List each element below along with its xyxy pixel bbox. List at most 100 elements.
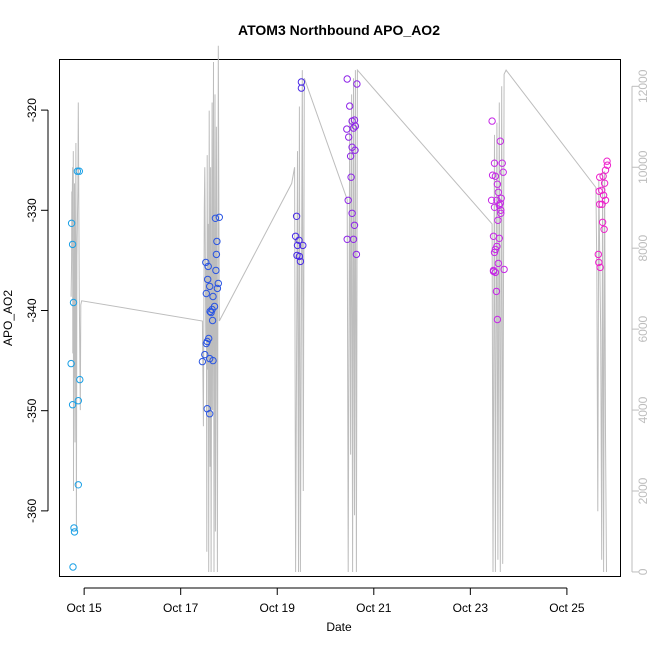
data-point bbox=[343, 125, 351, 133]
data-point bbox=[206, 282, 214, 291]
data-point bbox=[493, 180, 502, 188]
data-point bbox=[598, 218, 607, 227]
data-point bbox=[596, 263, 604, 272]
data-point bbox=[213, 284, 222, 293]
data-point bbox=[346, 152, 355, 160]
data-point bbox=[212, 250, 221, 259]
x-tick-label: Oct 21 bbox=[356, 601, 392, 615]
y-axis-label: APO_AO2 bbox=[1, 290, 15, 346]
plot-area bbox=[59, 59, 621, 577]
data-point bbox=[490, 159, 499, 167]
data-point bbox=[295, 236, 303, 245]
data-point bbox=[202, 258, 210, 267]
data-point bbox=[599, 172, 607, 180]
x-axis: Oct 15 Oct 17 Oct 19 Oct 21 Oct 23 Oct 25 bbox=[66, 587, 585, 615]
data-point bbox=[211, 214, 220, 223]
data-point bbox=[75, 167, 84, 175]
data-point bbox=[347, 173, 355, 181]
y-axis: -320 -330 -340 -350 -360 bbox=[25, 98, 49, 523]
data-point bbox=[595, 187, 603, 196]
y-tick-label: -360 bbox=[25, 499, 39, 523]
data-point bbox=[344, 196, 352, 205]
data-point bbox=[292, 212, 301, 221]
data-point bbox=[74, 481, 83, 489]
data-point bbox=[68, 240, 77, 249]
data-point bbox=[69, 563, 77, 571]
data-point bbox=[201, 350, 209, 359]
data-point bbox=[488, 117, 496, 125]
data-point bbox=[500, 265, 508, 274]
data-point bbox=[73, 167, 82, 175]
data-point bbox=[349, 235, 358, 244]
y2-axis: 0 2000 4000 6000 8000 10000 12000 bbox=[631, 69, 650, 575]
data-point bbox=[490, 248, 499, 257]
data-point bbox=[295, 252, 304, 261]
data-point bbox=[74, 397, 83, 405]
data-point bbox=[350, 221, 359, 230]
secondary-series-line bbox=[70, 45, 607, 573]
points-group bbox=[67, 75, 612, 571]
data-point bbox=[496, 199, 504, 208]
data-point bbox=[497, 206, 505, 215]
x-tick-label: Oct 17 bbox=[163, 601, 199, 615]
data-point bbox=[69, 298, 78, 307]
y2-tick-label: 4000 bbox=[636, 396, 650, 423]
data-point bbox=[296, 257, 305, 266]
data-point bbox=[209, 292, 217, 301]
data-point bbox=[76, 375, 84, 384]
data-point bbox=[497, 209, 505, 218]
data-point bbox=[198, 357, 207, 366]
data-point bbox=[351, 146, 359, 154]
y2-tick-label: 6000 bbox=[636, 315, 650, 342]
data-point bbox=[496, 137, 504, 145]
y-tick-label: -340 bbox=[25, 298, 39, 322]
data-point bbox=[489, 267, 498, 276]
data-point bbox=[297, 78, 306, 86]
data-point bbox=[596, 173, 604, 181]
data-point bbox=[603, 157, 611, 165]
data-point bbox=[293, 241, 302, 250]
data-point bbox=[70, 524, 78, 532]
data-point bbox=[596, 200, 604, 209]
data-point bbox=[204, 275, 212, 284]
y2-tick-label: 0 bbox=[636, 568, 650, 575]
y2-tick-label: 12000 bbox=[636, 69, 650, 103]
data-point bbox=[67, 219, 76, 228]
data-point bbox=[353, 80, 361, 88]
data-point bbox=[70, 528, 79, 536]
data-point bbox=[299, 241, 307, 250]
y-tick-label: -320 bbox=[25, 98, 39, 122]
data-point bbox=[352, 250, 361, 259]
data-point bbox=[494, 188, 502, 197]
data-point bbox=[494, 216, 502, 225]
data-point bbox=[202, 289, 211, 298]
data-point bbox=[487, 196, 496, 205]
data-point bbox=[495, 234, 503, 243]
x-tick-label: Oct 19 bbox=[260, 601, 296, 615]
chart-title: ATOM3 Northbound APO_AO2 bbox=[238, 22, 440, 38]
data-point bbox=[491, 172, 500, 180]
data-point bbox=[346, 102, 354, 110]
data-point bbox=[204, 262, 212, 271]
data-point bbox=[494, 259, 502, 268]
data-point bbox=[206, 307, 214, 316]
data-point bbox=[598, 200, 606, 209]
data-point bbox=[215, 213, 224, 222]
data-point bbox=[297, 84, 306, 92]
data-point bbox=[213, 237, 221, 246]
data-point bbox=[492, 287, 501, 296]
data-point bbox=[497, 194, 505, 203]
data-point bbox=[345, 133, 353, 141]
data-point bbox=[67, 359, 75, 368]
data-point bbox=[493, 315, 502, 324]
y-tick-label: -350 bbox=[25, 398, 39, 422]
data-point bbox=[68, 401, 77, 409]
data-point bbox=[594, 250, 602, 259]
data-point bbox=[490, 203, 499, 212]
data-point bbox=[205, 334, 213, 343]
data-point bbox=[595, 258, 603, 267]
data-point bbox=[348, 209, 356, 218]
x-tick-label: Oct 25 bbox=[549, 601, 585, 615]
data-point bbox=[343, 75, 351, 83]
